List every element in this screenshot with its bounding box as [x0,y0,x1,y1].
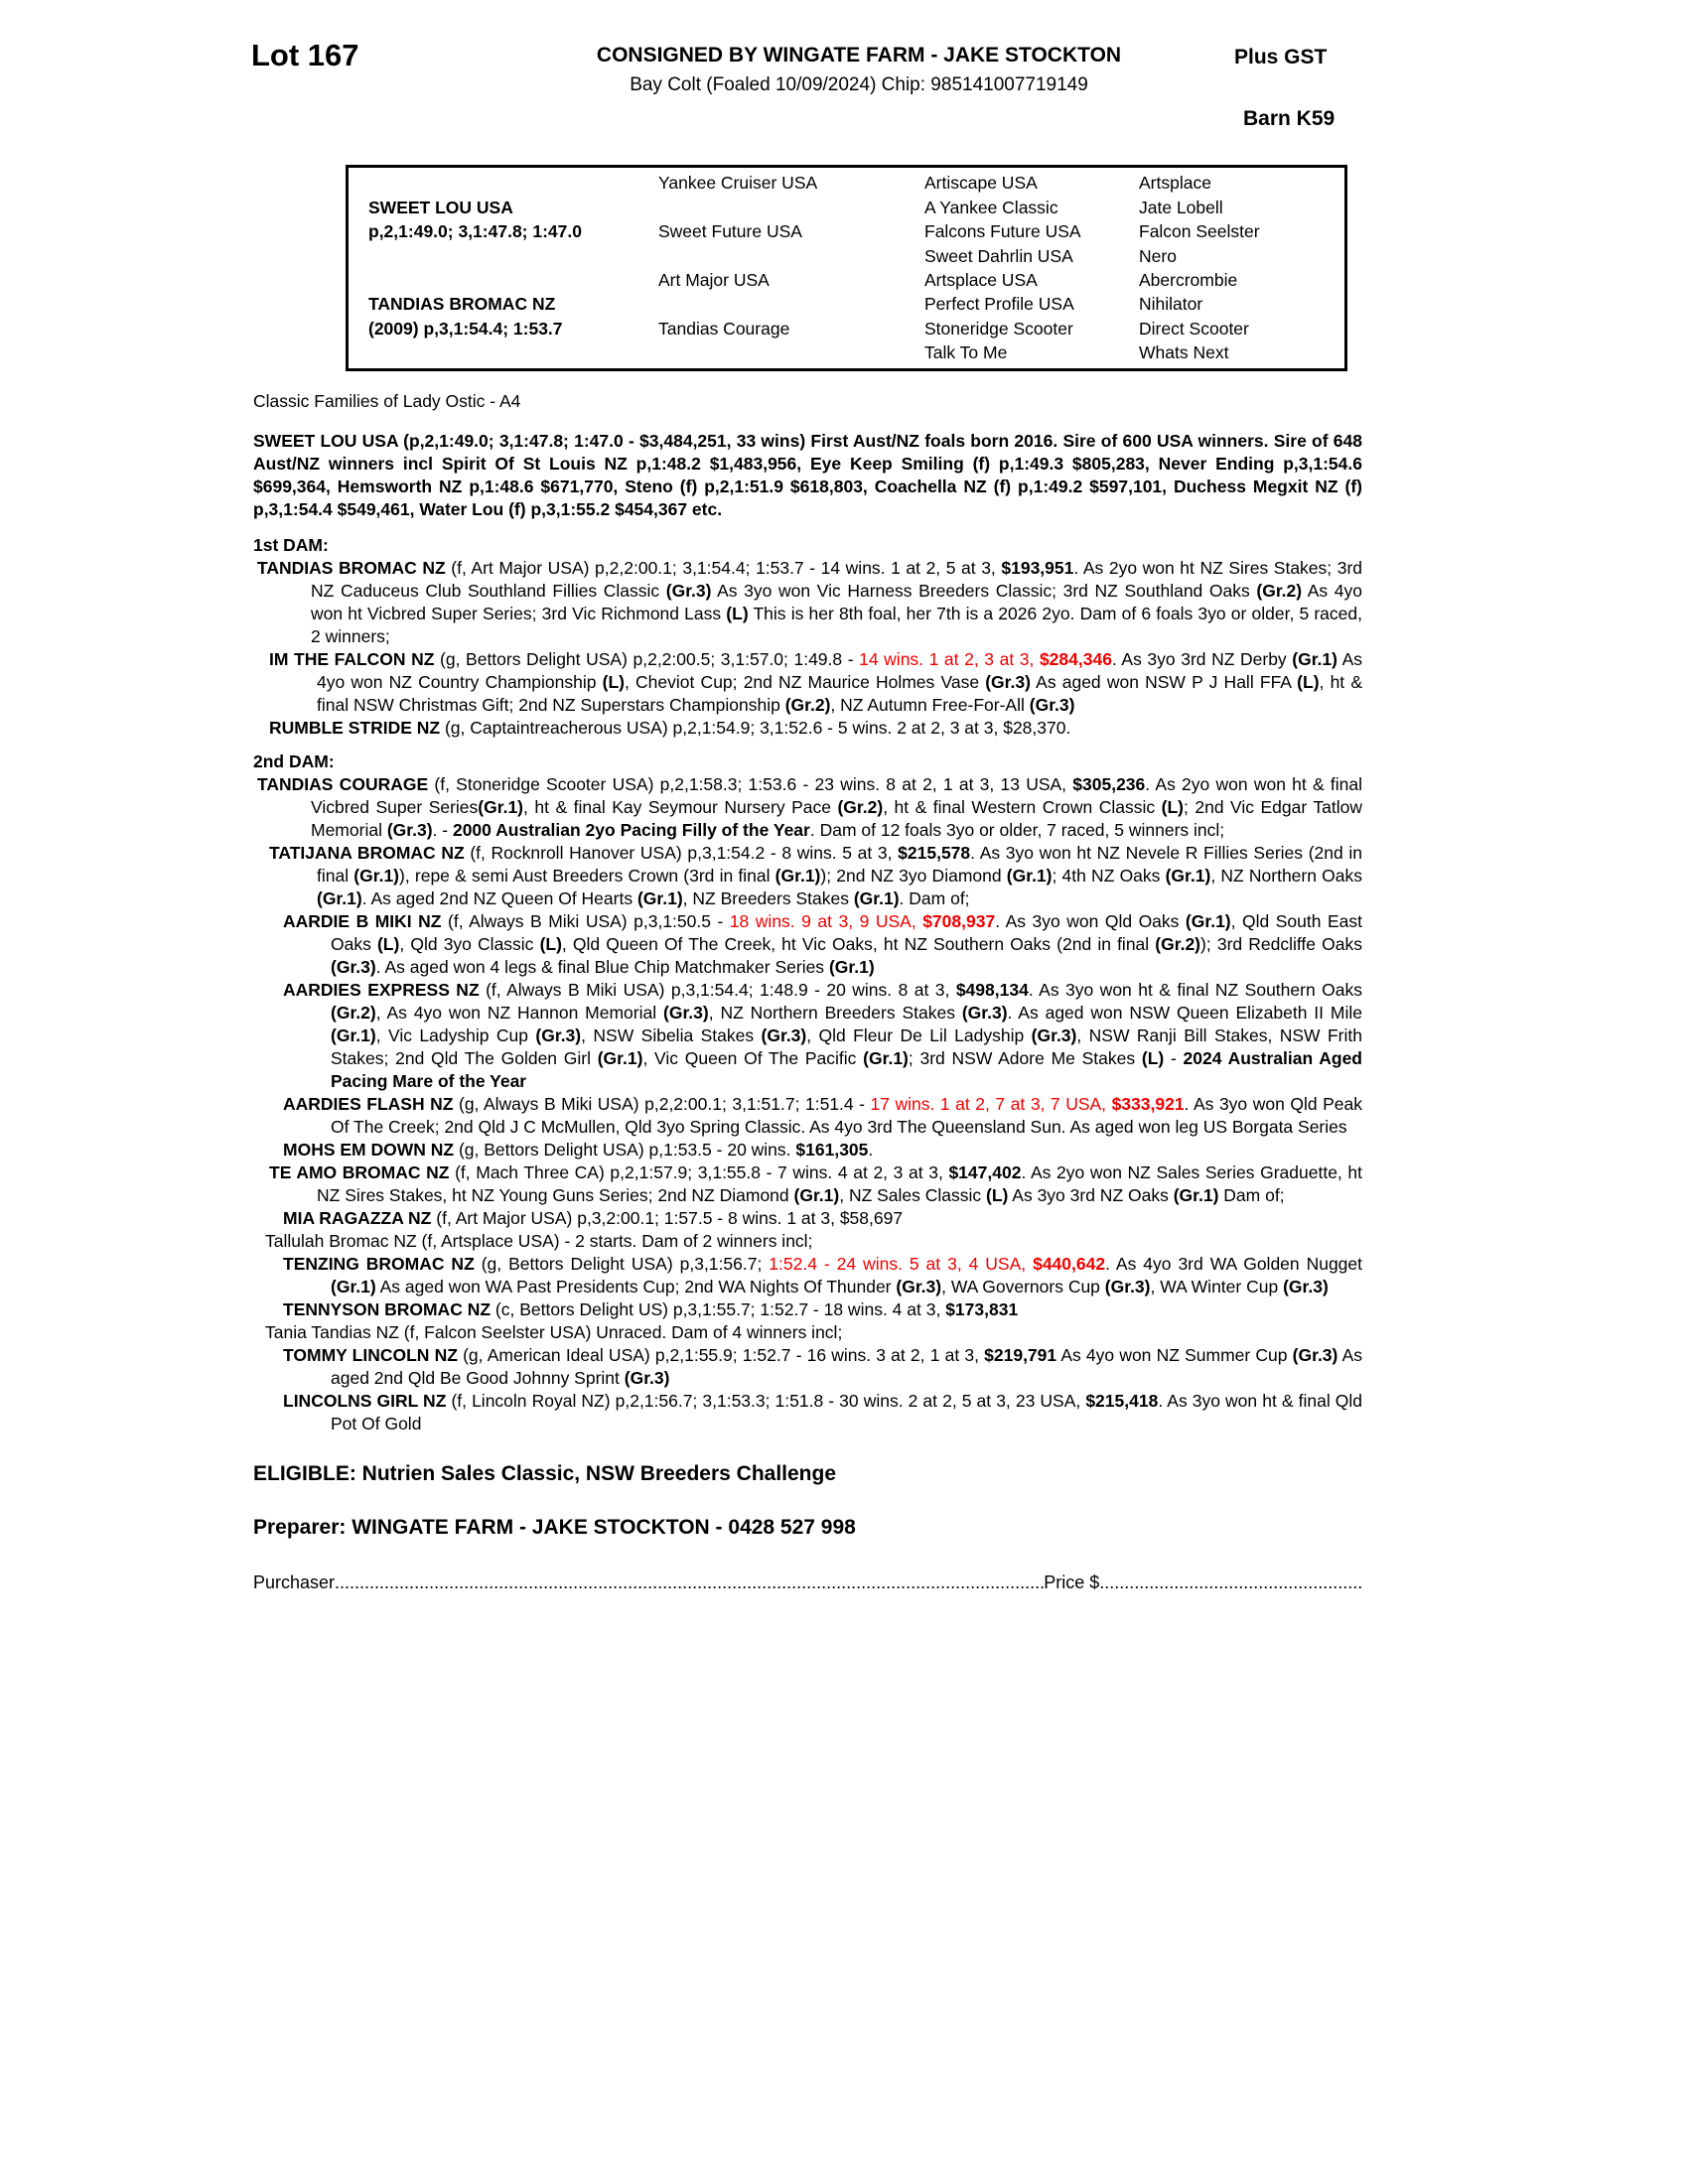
entry-aardies-flash: AARDIES FLASH NZ (g, Always B Miki USA) … [283,1094,1362,1137]
pedigree-cell: Sweet Dahrlin USA [924,245,1073,266]
pedigree-cell: Falcon Seelster [1139,221,1260,242]
entry-te-amo-bromac: TE AMO BROMAC NZ (f, Mach Three CA) p,2,… [269,1162,1362,1205]
pedigree-cell [368,268,658,292]
pedigree-cell: TANDIAS BROMAC NZ [368,294,556,315]
pedigree-cell: A Yankee Classic [924,197,1058,217]
pedigree-cell: SWEET LOU USA [368,197,513,217]
entry-aardie-b-miki: AARDIE B MIKI NZ (f, Always B Miki USA) … [283,911,1362,977]
family-line: Classic Families of Lady Ostic - A4 [253,391,521,411]
pedigree-cell [368,244,658,268]
preparer-line: Preparer: WINGATE FARM - JAKE STOCKTON -… [253,1516,856,1539]
pedigree-cell: Artiscape USA [924,173,1038,194]
pedigree-cell [658,244,924,268]
pedigree-table: Yankee Cruiser USA Artiscape USA Artsplace… [346,165,1347,371]
pedigree-cell: Stoneridge Scooter [924,318,1073,339]
entry-tandias-courage: TANDIAS COURAGE (f, Stoneridge Scooter U… [257,774,1362,840]
pedigree-cell: Tandias Courage [658,318,790,339]
purchaser-label: Purchaser [253,1572,336,1592]
purchaser-fill-in: ........................................… [335,1572,1044,1592]
plus-gst-label: Plus GST [1234,46,1328,68]
pedigree-cell [658,196,924,219]
pedigree-cell: Direct Scooter [1139,318,1249,339]
pedigree-cell: p,2,1:49.0; 3,1:47.8; 1:47.0 [368,221,582,242]
pedigree-cell: Falcons Future USA [924,221,1081,242]
pedigree-cell: Nero [1139,245,1177,266]
pedigree-cell: Sweet Future USA [658,221,802,242]
pedigree-cell [368,171,658,195]
pedigree-cell: Artsplace USA [924,270,1038,290]
lot-number: Lot 167 [251,38,359,72]
price-fill-in: ........................................… [1099,1572,1362,1592]
pedigree-cell: Yankee Cruiser USA [658,173,818,194]
dam-sections: 1st DAM: TANDIAS BROMAC NZ (f, Art Major … [253,534,1362,1435]
purchaser-line: Purchaser ..............................… [253,1571,1362,1594]
entry-rumble-stride: RUMBLE STRIDE NZ (g, Captaintreacherous … [269,718,1071,738]
entry-tennyson-bromac: TENNYSON BROMAC NZ (c, Bettors Delight U… [283,1299,1019,1319]
pedigree-text-block: Classic Families of Lady Ostic - A4 SWEE… [253,390,1362,1594]
pedigree-cell: Talk To Me [924,342,1008,363]
heading-2nd-dam: 2nd DAM: [253,751,335,771]
header-center: CONSIGNED BY WINGATE FARM - JAKE STOCKTO… [397,44,1321,96]
consignor-line: CONSIGNED BY WINGATE FARM - JAKE STOCKTO… [596,44,1122,67]
heading-1st-dam: 1st DAM: [253,535,329,555]
pedigree-cell: Perfect Profile USA [924,294,1074,315]
entry-tenzing-bromac: TENZING BROMAC NZ (g, Bettors Delight US… [283,1254,1363,1297]
barn-number: Barn K59 [1243,107,1336,130]
entry-aardies-express: AARDIES EXPRESS NZ (f, Always B Miki USA… [283,980,1362,1091]
entry-im-the-falcon: IM THE FALCON NZ (g, Bettors Delight USA… [269,649,1363,715]
pedigree-cell [658,341,924,364]
entry-tallulah-bromac: Tallulah Bromac NZ (f, Artsplace USA) - … [265,1231,813,1251]
entry-tandias-bromac: TANDIAS BROMAC NZ (f, Art Major USA) p,2… [257,558,1363,646]
entry-mohs-em-down: MOHS EM DOWN NZ (g, Bettors Delight USA)… [283,1140,874,1160]
entry-lincolns-girl: LINCOLNS GIRL NZ (f, Lincoln Royal NZ) p… [283,1391,1363,1433]
pedigree-cell: (2009) p,3,1:54.4; 1:53.7 [368,318,563,339]
entry-mia-ragazza: MIA RAGAZZA NZ (f, Art Major USA) p,3,2:… [283,1208,904,1228]
pedigree-cell: Art Major USA [658,270,770,290]
pedigree-cell [368,341,658,364]
pedigree-cell: Nihilator [1139,294,1203,315]
pedigree-cell: Artsplace [1139,173,1211,194]
pedigree-cell: Abercrombie [1139,270,1238,290]
pedigree-cell: Whats Next [1139,342,1229,363]
pedigree-cell [658,292,924,316]
eligible-line: ELIGIBLE: Nutrien Sales Classic, NSW Bre… [253,1462,837,1485]
price-label: Price $ [1044,1572,1100,1592]
sire-summary-paragraph: SWEET LOU USA (p,2,1:49.0; 3,1:47.8; 1:4… [253,431,1362,519]
entry-tatijana-bromac: TATIJANA BROMAC NZ (f, Rocknroll Hanover… [269,843,1363,908]
pedigree-cell: Jate Lobell [1139,197,1223,217]
entry-tania-tandias: Tania Tandias NZ (f, Falcon Seelster USA… [265,1322,843,1342]
entry-tommy-lincoln: TOMMY LINCOLN NZ (g, American Ideal USA)… [283,1345,1363,1388]
foal-info-line: Bay Colt (Foaled 10/09/2024) Chip: 98514… [630,74,1088,95]
